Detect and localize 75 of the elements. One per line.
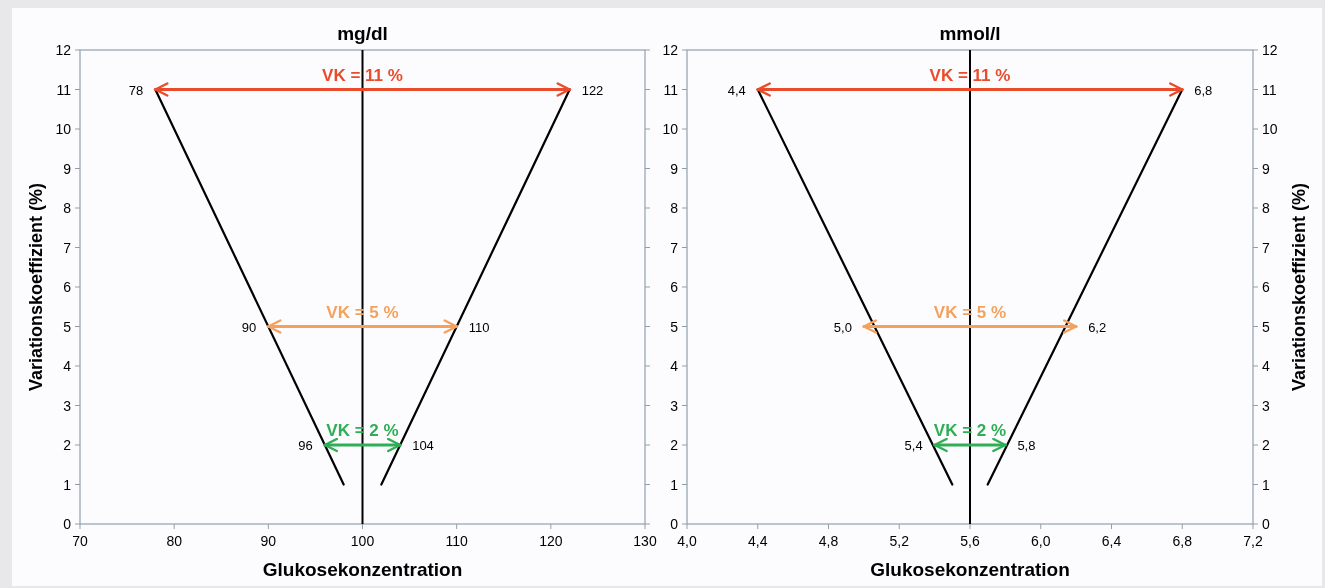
x-tick-label: 130 [633, 533, 657, 549]
y-tick-label: 12 [55, 42, 72, 58]
y2-tick-label: 0 [1262, 516, 1270, 532]
x-tick-label: 5,2 [889, 533, 910, 549]
y-tick-label: 2 [670, 437, 679, 453]
y2-tick-label: 12 [1262, 42, 1278, 58]
annotation: 5,8 [1017, 438, 1036, 453]
y-tick-label: 9 [670, 160, 679, 177]
annotation: 122 [581, 82, 604, 98]
y-tick-label: 6 [670, 279, 679, 295]
x-tick-label: 80 [166, 533, 183, 549]
y2-tick-label: 11 [1262, 81, 1277, 98]
y-tick-label: 9 [63, 160, 72, 177]
y2-tick-label: 4 [1262, 358, 1270, 374]
y-tick-label: 6 [63, 279, 72, 295]
annotation: 78 [128, 82, 144, 98]
annotation: 90 [241, 319, 257, 335]
x-axis-title: Glukosekonzentration [262, 559, 463, 580]
y2-tick-label: 3 [1262, 397, 1270, 414]
annotation: 4,4 [727, 82, 746, 98]
y-tick-label: 0 [670, 516, 679, 532]
y-tick-label: 1 [63, 476, 72, 493]
y-tick-label: 8 [63, 200, 72, 216]
y-tick-label: 7 [63, 239, 72, 256]
y-tick-label: 2 [63, 437, 72, 453]
x-tick-label: 6,4 [1101, 533, 1122, 549]
annotation: 104 [412, 438, 434, 453]
y-tick-label: 11 [56, 81, 72, 98]
y2-tick-label: 10 [1262, 121, 1278, 137]
y2-tick-label: 2 [1262, 437, 1270, 453]
x-tick-label: 5,6 [960, 533, 980, 549]
y-axis-title: Variationskoeffizient (%) [26, 182, 46, 392]
y2-tick-label: 7 [1262, 239, 1270, 256]
x-tick-label: 7,2 [1243, 533, 1263, 549]
y2-tick-label: 8 [1262, 200, 1270, 216]
x-tick-label: 70 [72, 533, 88, 549]
x-tick-label: 120 [539, 533, 563, 549]
y-tick-label: 7 [670, 239, 679, 256]
y-tick-label: 12 [662, 42, 679, 58]
annotation: 110 [468, 319, 490, 335]
x-tick-label: 110 [445, 533, 469, 549]
chart-title: mmol/l [939, 23, 1001, 44]
annotation: 5,0 [833, 319, 852, 335]
y-tick-label: 10 [662, 121, 679, 137]
y-tick-label: 10 [55, 121, 72, 137]
y-tick-label: 0 [63, 516, 72, 532]
y2-tick-label: 6 [1262, 279, 1270, 295]
x-tick-label: 4,4 [748, 533, 768, 549]
x-tick-label: 100 [350, 533, 375, 549]
y-tick-label: 4 [670, 358, 679, 374]
annotation: VK = 11 % [322, 65, 403, 85]
x-tick-label: 6,8 [1172, 533, 1193, 549]
y-tick-label: 1 [670, 476, 679, 493]
x-tick-label: 90 [260, 533, 277, 549]
y-tick-label: 5 [670, 318, 679, 335]
y-tick-label: 3 [63, 397, 72, 414]
annotation: 6,8 [1194, 82, 1213, 98]
annotation: 96 [298, 438, 313, 453]
y2-tick-label: 5 [1262, 318, 1270, 335]
annotation: 5,4 [904, 438, 923, 453]
x-tick-label: 4,0 [677, 533, 697, 549]
annotation: 6,2 [1088, 319, 1107, 335]
chart-title: mg/dl [337, 23, 388, 44]
y2-tick-label: 9 [1262, 160, 1270, 177]
x-tick-label: 4,8 [818, 533, 839, 549]
y-tick-label: 8 [670, 200, 679, 216]
y-tick-label: 3 [670, 397, 679, 414]
y2-axis-title: Variationskoeffizient (%) [1289, 182, 1309, 392]
x-tick-label: 6,0 [1031, 533, 1051, 549]
y-tick-label: 4 [63, 358, 72, 374]
annotation: VK = 11 % [929, 65, 1011, 85]
y2-tick-label: 1 [1262, 476, 1270, 493]
y-tick-label: 5 [63, 318, 72, 335]
y-tick-label: 11 [663, 81, 679, 98]
x-axis-title: Glukosekonzentration [870, 559, 1070, 580]
